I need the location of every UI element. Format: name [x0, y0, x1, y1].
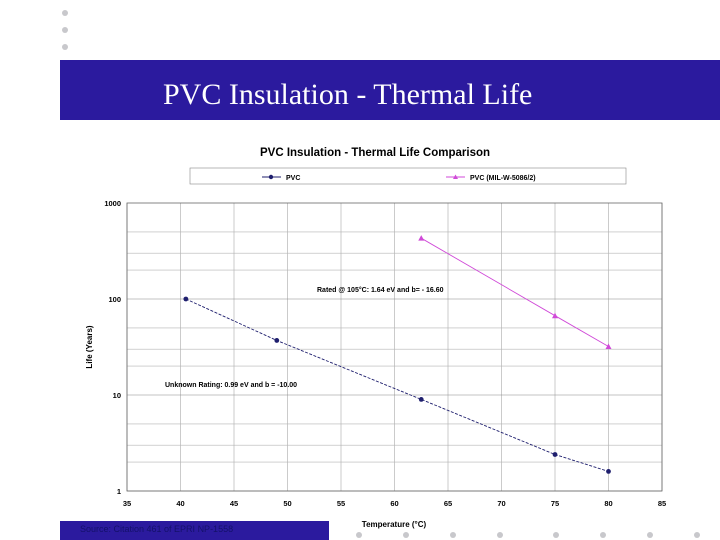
chart-title: PVC Insulation - Thermal Life Comparison — [260, 147, 490, 159]
footer-dot — [450, 532, 456, 538]
title-band — [60, 60, 720, 120]
x-tick-label: 35 — [123, 499, 131, 508]
x-tick-label: 80 — [604, 499, 612, 508]
x-axis-label: Temperature (°C) — [362, 520, 427, 529]
y-tick-label: 1 — [117, 487, 121, 496]
legend-marker-pvc — [268, 174, 274, 180]
x-tick-label: 50 — [283, 499, 291, 508]
data-point-pvc — [274, 338, 280, 343]
source-citation: Source: Citation 461 of EPRI NP-1558 — [80, 524, 234, 534]
x-tick-label: 65 — [444, 499, 452, 508]
data-point-pvc — [418, 396, 424, 402]
data-point-mil — [605, 343, 612, 350]
annotation-rated: Rated @ 105°C: 1.64 eV and b= - 16.60 — [317, 286, 444, 294]
source-box — [60, 521, 329, 540]
x-tick-label: 40 — [176, 499, 184, 508]
footer-dot — [403, 532, 409, 538]
y-tick-label: 10 — [113, 391, 121, 400]
x-tick-label: 55 — [337, 499, 345, 508]
data-point-pvc — [552, 452, 558, 457]
series-line-pvc — [185, 298, 609, 472]
x-tick-label: 85 — [658, 499, 666, 508]
legend-box — [189, 167, 627, 185]
footer-dot — [647, 532, 653, 538]
plot-frame — [126, 202, 663, 492]
data-point-pvc — [606, 469, 611, 474]
series-line-mil — [421, 237, 609, 347]
y-tick-label: 1000 — [104, 199, 121, 208]
legend-marker-mil — [453, 174, 458, 179]
x-tick-label: 70 — [497, 499, 505, 508]
y-axis-label: Life (Years) — [85, 325, 94, 368]
slide-title: PVC Insulation - Thermal Life — [163, 78, 533, 111]
legend-label-mil: PVC (MIL-W-5086/2) — [470, 175, 536, 182]
annotation-unknown: Unknown Rating: 0.99 eV and b = -10.00 — [165, 382, 297, 389]
legend-label-pvc: PVC — [286, 175, 300, 182]
footer-dot — [600, 532, 606, 538]
data-point-pvc — [183, 296, 189, 302]
footer-dot — [553, 532, 559, 538]
x-tick-label: 45 — [230, 499, 238, 508]
footer-dot — [497, 532, 503, 538]
bullet-dot — [62, 44, 68, 50]
x-tick-label: 75 — [551, 499, 559, 508]
y-tick-label: 100 — [108, 295, 121, 304]
bullet-dot — [62, 10, 68, 16]
x-tick-label: 60 — [390, 499, 398, 508]
bullet-dot — [62, 27, 68, 33]
footer-dot — [356, 532, 362, 538]
data-point-mil — [418, 235, 425, 241]
footer-dot — [694, 532, 700, 538]
data-point-mil — [552, 312, 558, 319]
